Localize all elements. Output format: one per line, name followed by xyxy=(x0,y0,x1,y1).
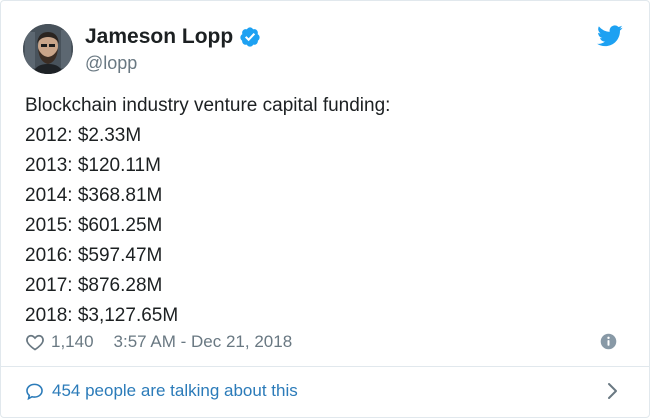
tweet-timestamp[interactable]: 3:57 AM - Dec 21, 2018 xyxy=(113,332,293,351)
conversation-label[interactable]: 454 people are talking about this xyxy=(52,381,298,400)
avatar[interactable] xyxy=(23,24,73,74)
divider xyxy=(1,366,649,367)
author-display-name[interactable]: Jameson Lopp xyxy=(85,25,234,48)
tweet-body: Blockchain industry venture capital fund… xyxy=(25,91,390,331)
conversation-link[interactable]: 454 people are talking about this xyxy=(25,377,298,405)
avatar-image xyxy=(23,24,73,74)
tweet-text-line: 2018: $3,127.65M xyxy=(25,305,179,326)
tweet-author-header: Jameson Lopp @lopp xyxy=(23,23,261,75)
chevron-right-icon[interactable] xyxy=(607,382,619,400)
tweet-text-line: 2013: $120.11M xyxy=(25,155,161,176)
verified-badge-icon xyxy=(240,27,260,47)
tweet-text-line: 2014: $368.81M xyxy=(25,185,163,206)
tweet-text-line: Blockchain industry venture capital fund… xyxy=(25,95,391,116)
twitter-bird-icon[interactable] xyxy=(597,25,623,47)
tweet-text-line: 2012: $2.33M xyxy=(25,125,142,146)
speech-bubble-icon xyxy=(26,383,43,400)
tweet-text-line: 2017: $876.28M xyxy=(25,275,163,296)
tweet-text-line: 2016: $597.47M xyxy=(25,245,163,266)
tweet-meta: 1,140 3:57 AM - Dec 21, 2018 xyxy=(25,329,292,355)
tweet-text-line: 2015: $601.25M xyxy=(25,215,163,236)
author-names: Jameson Lopp @lopp xyxy=(85,24,261,74)
author-handle[interactable]: @lopp xyxy=(85,53,138,73)
display-name-row: Jameson Lopp xyxy=(85,24,261,50)
heart-icon[interactable] xyxy=(25,332,45,352)
like-count[interactable]: 1,140 xyxy=(51,332,94,351)
info-icon[interactable] xyxy=(600,333,617,350)
